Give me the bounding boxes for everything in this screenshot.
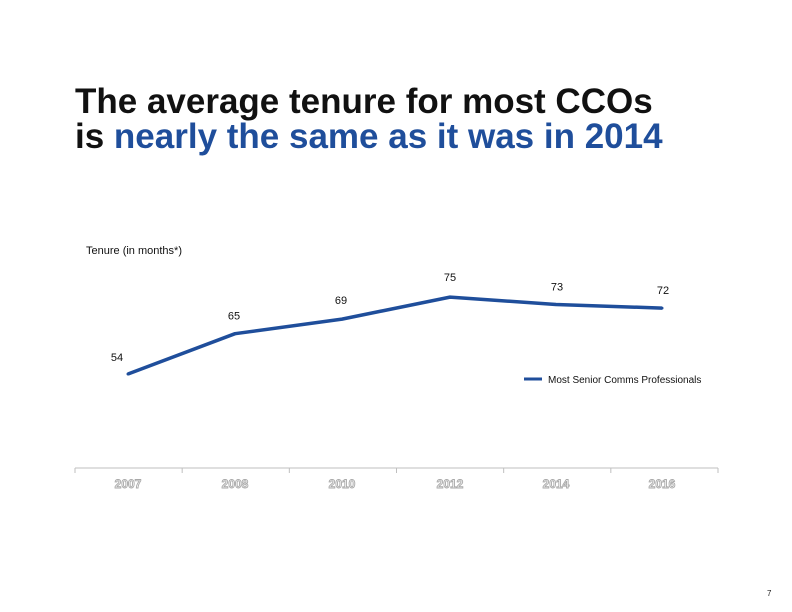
x-tick-label: 2012 [437,477,464,491]
data-point [233,332,237,336]
legend-label: Most Senior Comms Professionals [548,375,701,386]
x-tick-label: 2014 [543,477,570,491]
data-label: 73 [551,281,563,293]
data-label: 69 [335,295,347,307]
title-highlight: nearly the same as it was in 2014 [113,117,663,156]
x-tick-label: 2010 [329,477,356,491]
page-title: The average tenure for most CCOs is near… [75,84,675,154]
x-tick-label: 2008 [222,477,249,491]
axis-label: Tenure (in months*) [86,245,182,257]
data-point [660,306,664,310]
data-point [126,372,130,376]
data-point [448,295,452,299]
page-number: 7 [767,589,772,598]
data-label: 54 [111,352,123,364]
data-point [340,317,344,321]
data-point [554,302,558,306]
data-label: 75 [444,272,456,284]
x-tick-label: 2016 [649,477,676,491]
series-line [127,295,663,376]
data-label: 72 [657,285,669,297]
title-part-1: The average tenure for most CCOs is [75,82,653,156]
data-label: 65 [228,311,240,323]
x-tick-label: 2007 [115,477,142,491]
